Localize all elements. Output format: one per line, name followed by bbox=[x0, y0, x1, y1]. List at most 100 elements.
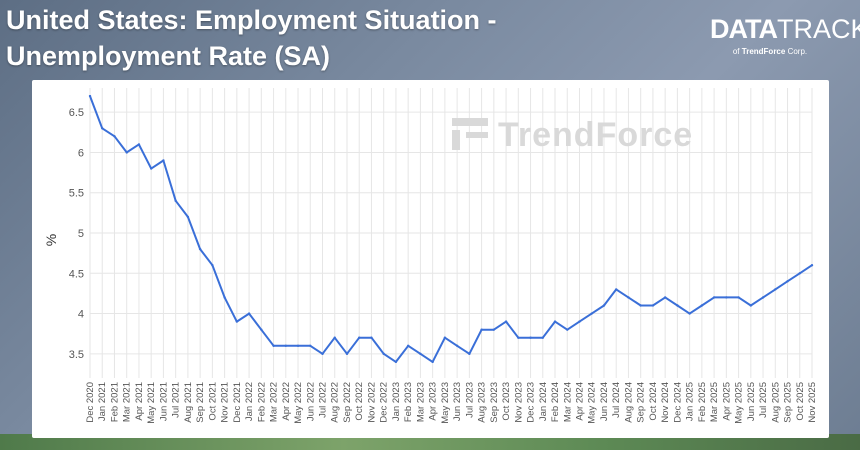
data-point bbox=[639, 304, 642, 307]
x-tick-label: Oct 2025 bbox=[795, 382, 806, 421]
y-axis-ticks: 3.5 4 4.5 5 5.5 6 6.5 bbox=[69, 107, 84, 361]
x-tick-label: Oct 2023 bbox=[501, 382, 512, 421]
data-point bbox=[272, 344, 275, 347]
data-point bbox=[578, 320, 581, 323]
x-tick-label: Nov 2022 bbox=[366, 382, 377, 423]
data-point bbox=[553, 320, 557, 323]
data-point bbox=[749, 304, 753, 307]
data-point bbox=[774, 288, 777, 291]
data-point bbox=[431, 360, 434, 364]
data-point bbox=[198, 247, 202, 251]
page-title: United States: Employment Situation - Un… bbox=[6, 2, 497, 74]
y-tick-label: 5.5 bbox=[69, 188, 84, 200]
trendforce-watermark: TrendForce bbox=[452, 116, 693, 154]
title-line-2: Unemployment Rate (SA) bbox=[6, 41, 331, 71]
data-point bbox=[676, 304, 679, 307]
x-tick-label: May 2022 bbox=[293, 382, 304, 424]
logo-sub-prefix: of bbox=[732, 47, 740, 56]
data-point bbox=[468, 352, 471, 356]
x-tick-label: May 2025 bbox=[734, 382, 745, 424]
x-tick-label: Sep 2021 bbox=[195, 382, 206, 423]
y-axis-label: % bbox=[43, 234, 59, 246]
data-point bbox=[358, 336, 361, 339]
title-line-1: United States: Employment Situation - bbox=[6, 5, 497, 35]
x-tick-label: Feb 2024 bbox=[550, 382, 561, 422]
x-tick-label: Mar 2024 bbox=[562, 382, 573, 422]
x-tick-label: Dec 2020 bbox=[85, 382, 96, 423]
data-point bbox=[663, 296, 667, 299]
data-point bbox=[162, 159, 165, 162]
data-point bbox=[211, 264, 214, 267]
data-point bbox=[137, 143, 141, 146]
watermark-logo-bar-mid bbox=[466, 132, 488, 138]
x-tick-label: Mar 2025 bbox=[709, 382, 720, 422]
data-point bbox=[651, 304, 655, 307]
data-point bbox=[798, 272, 801, 275]
x-tick-label: Jun 2022 bbox=[305, 382, 316, 421]
x-tick-label: Feb 2022 bbox=[256, 382, 267, 422]
x-tick-label: Jun 2025 bbox=[746, 382, 757, 421]
x-tick-label: Jul 2021 bbox=[171, 382, 182, 418]
x-tick-label: Mar 2023 bbox=[415, 382, 426, 422]
data-point bbox=[761, 296, 765, 299]
x-tick-label: Jan 2023 bbox=[391, 382, 402, 421]
data-point bbox=[492, 328, 496, 331]
x-tick-label: Feb 2021 bbox=[109, 382, 120, 422]
watermark-text: TrendForce bbox=[498, 116, 693, 154]
x-tick-label: Dec 2022 bbox=[379, 382, 390, 423]
x-tick-label: Jul 2023 bbox=[464, 382, 475, 418]
x-tick-label: Sep 2024 bbox=[636, 382, 647, 423]
x-tick-label: Apr 2023 bbox=[428, 382, 439, 421]
x-tick-label: Jul 2022 bbox=[318, 382, 329, 418]
data-point bbox=[309, 344, 312, 347]
data-point bbox=[810, 264, 814, 267]
data-point bbox=[725, 296, 728, 299]
x-tick-label: May 2021 bbox=[146, 382, 157, 424]
x-tick-label: Jun 2023 bbox=[452, 382, 463, 421]
data-point bbox=[321, 352, 324, 356]
x-tick-label: Jul 2024 bbox=[611, 382, 622, 418]
data-point bbox=[296, 344, 300, 347]
x-tick-label: Apr 2022 bbox=[281, 382, 292, 421]
data-point bbox=[345, 352, 349, 356]
x-tick-label: Jan 2024 bbox=[538, 382, 549, 421]
data-point bbox=[247, 312, 251, 315]
y-tick-label: 6.5 bbox=[69, 107, 84, 119]
x-tick-label: Mar 2022 bbox=[269, 382, 280, 422]
x-tick-label: Aug 2022 bbox=[330, 382, 341, 423]
data-point bbox=[590, 312, 593, 315]
x-tick-label: Aug 2023 bbox=[477, 382, 488, 423]
data-point bbox=[480, 328, 483, 331]
data-point bbox=[260, 328, 263, 331]
x-tick-label: Aug 2024 bbox=[623, 382, 634, 423]
data-point bbox=[223, 296, 226, 299]
data-point bbox=[700, 304, 704, 307]
data-point bbox=[284, 344, 287, 347]
x-tick-label: Nov 2024 bbox=[660, 382, 671, 423]
x-tick-label: May 2023 bbox=[440, 382, 451, 424]
logo-wordmark: DATATRACK bbox=[710, 14, 860, 44]
watermark-logo-bar-top bbox=[452, 118, 488, 126]
data-point bbox=[688, 312, 691, 315]
x-tick-label: Apr 2021 bbox=[134, 382, 145, 421]
data-point bbox=[186, 215, 190, 219]
y-tick-label: 5 bbox=[78, 228, 84, 240]
x-tick-label: Jun 2021 bbox=[158, 382, 169, 421]
x-tick-label: Sep 2022 bbox=[342, 382, 353, 423]
y-tick-label: 4 bbox=[78, 309, 84, 321]
data-point bbox=[627, 296, 630, 299]
data-point bbox=[333, 336, 336, 339]
x-tick-label: Dec 2023 bbox=[526, 382, 537, 423]
x-tick-label: Feb 2023 bbox=[403, 382, 414, 422]
data-point bbox=[406, 344, 410, 347]
data-point bbox=[615, 288, 618, 291]
x-tick-label: Jul 2025 bbox=[758, 382, 769, 418]
data-point bbox=[712, 296, 716, 299]
x-tick-label: Aug 2021 bbox=[183, 382, 194, 423]
logo-brand-bold: DATA bbox=[710, 14, 778, 44]
x-tick-label: Apr 2025 bbox=[721, 382, 732, 421]
x-tick-label: Jun 2024 bbox=[599, 382, 610, 421]
x-tick-label: Nov 2021 bbox=[220, 382, 231, 423]
x-tick-label: Aug 2025 bbox=[770, 382, 781, 423]
data-point bbox=[786, 280, 789, 283]
